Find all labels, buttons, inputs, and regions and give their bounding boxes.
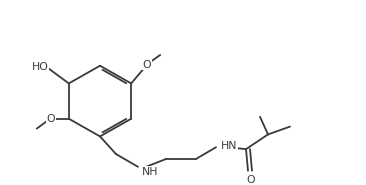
Text: O: O [247, 175, 255, 185]
Text: NH: NH [142, 167, 158, 177]
Text: O: O [143, 60, 152, 70]
Text: HN: HN [221, 141, 238, 151]
Text: O: O [46, 114, 55, 124]
Text: HO: HO [31, 62, 48, 72]
